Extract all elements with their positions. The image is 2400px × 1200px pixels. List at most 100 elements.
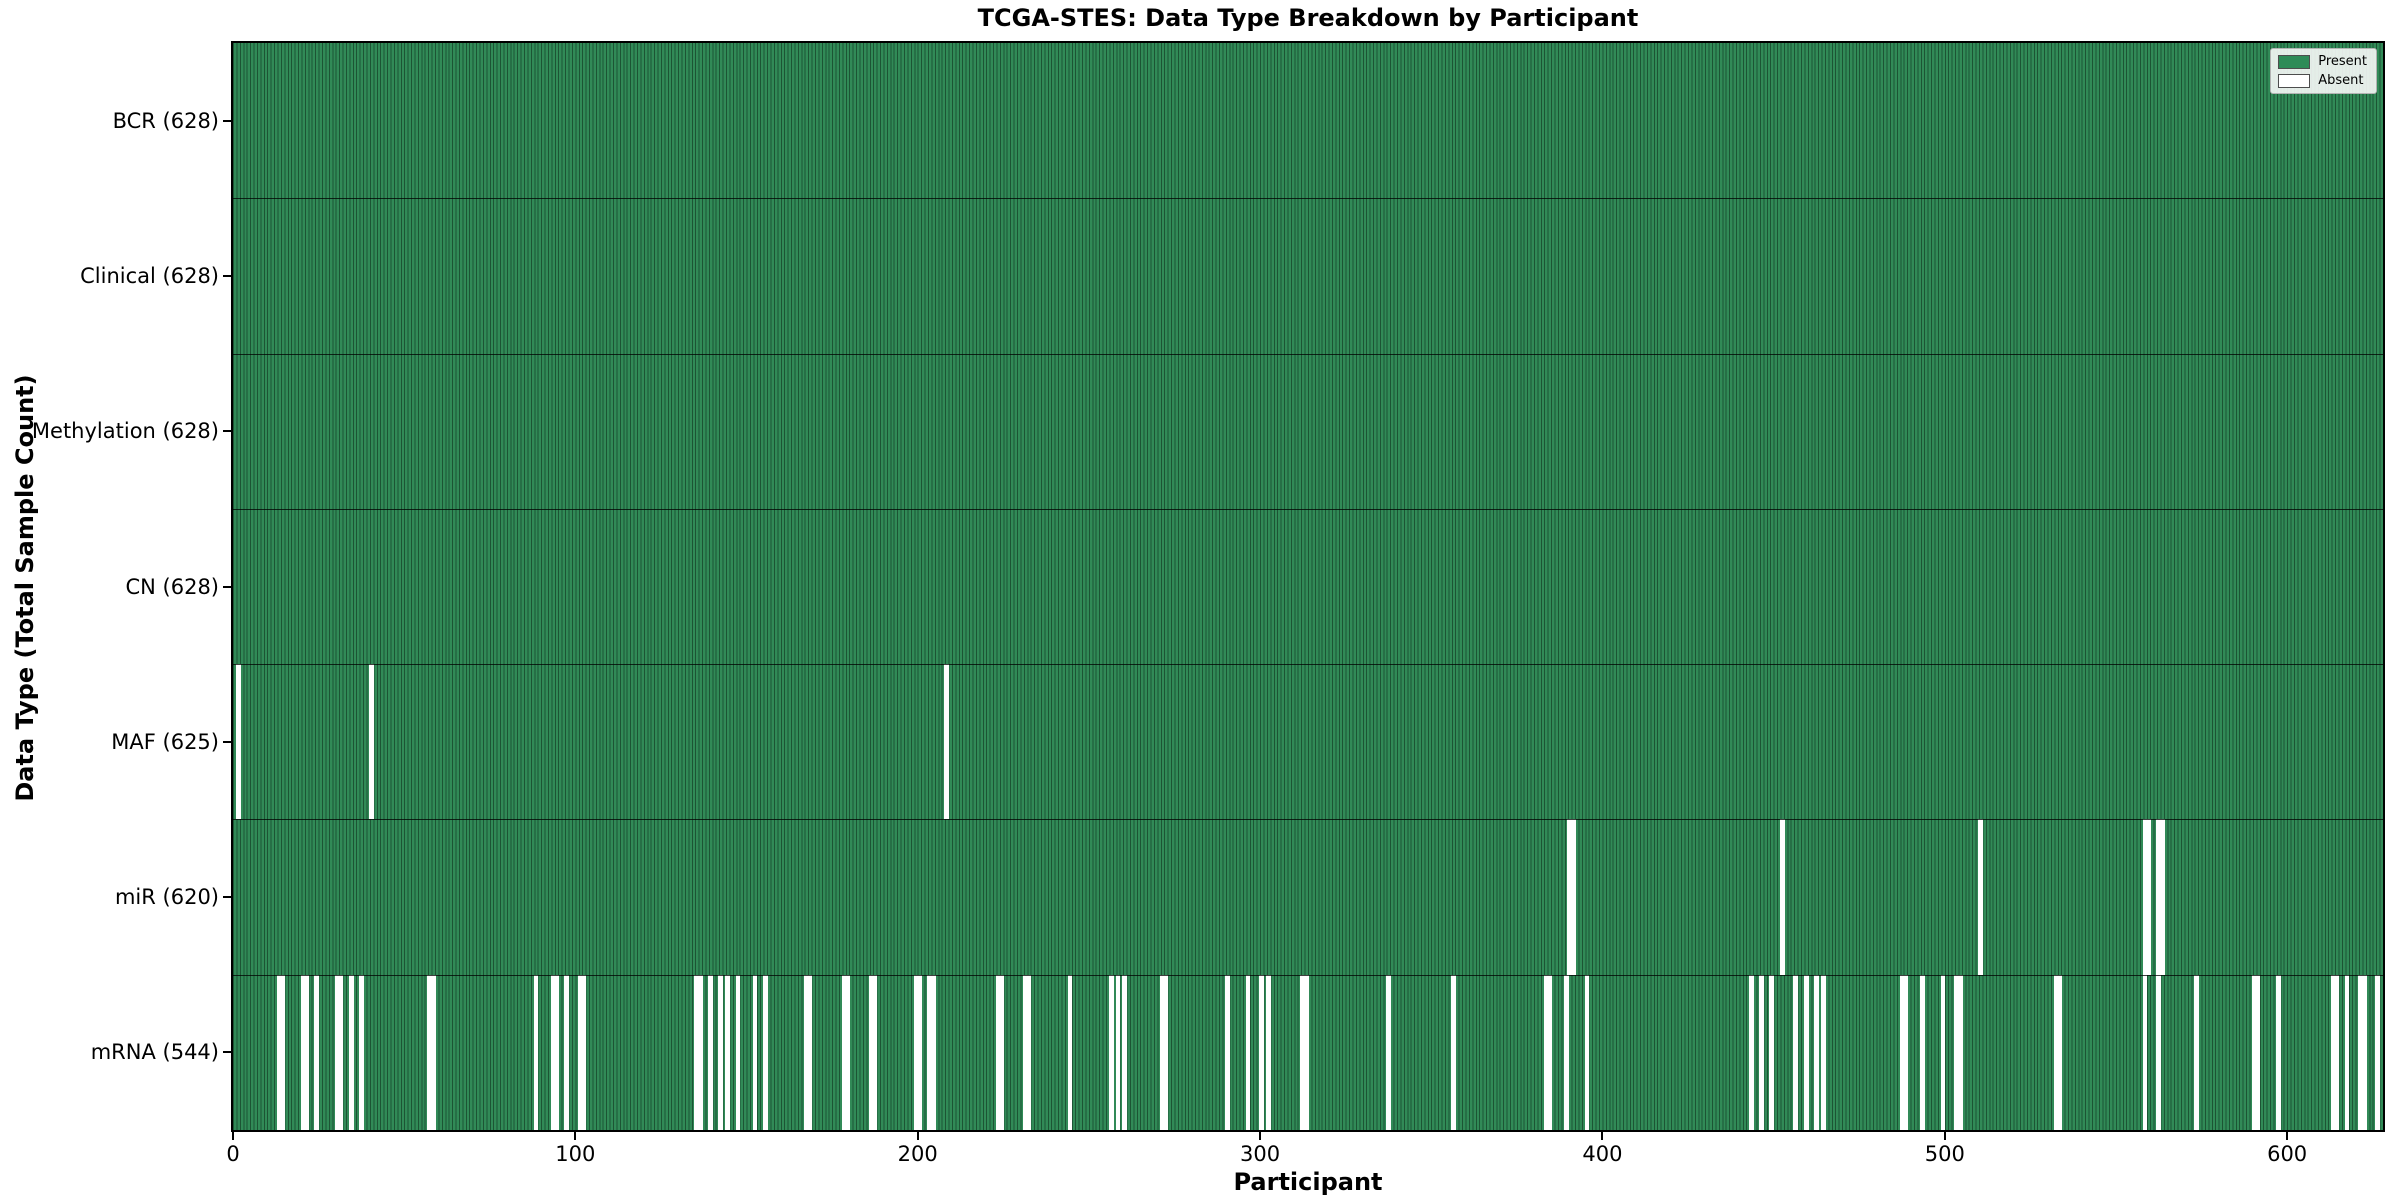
absent-bar (369, 664, 375, 820)
y-tick-label-maf: MAF (625) (111, 729, 219, 754)
row-band-maf (233, 664, 2383, 820)
absent-bar (1163, 974, 1169, 1130)
absent-bar (2358, 974, 2364, 1130)
absent-bar (930, 974, 936, 1130)
absent-bar (845, 974, 850, 1130)
absent-bar (335, 974, 340, 1130)
absent-bar (1386, 974, 1391, 1130)
y-tick-label-methylation: Methylation (628) (31, 419, 219, 444)
absent-bar (752, 974, 758, 1130)
absent-bar (841, 974, 847, 1130)
absent-bar (1957, 974, 1963, 1130)
absent-bar (1567, 819, 1573, 975)
y-tick-label-bcr: BCR (628) (112, 108, 219, 133)
absent-bar (913, 974, 919, 1130)
absent-bar (1564, 974, 1569, 1130)
legend-item-absent: Absent (2278, 73, 2367, 88)
x-tick-mark (1259, 1132, 1262, 1140)
absent-bar (2057, 974, 2062, 1130)
row-band-clinical (233, 198, 2383, 354)
absent-bar (280, 974, 286, 1130)
y-tick-label-cn: CN (628) (125, 574, 219, 599)
chart-title: TCGA-STES: Data Type Breakdown by Partic… (977, 4, 1639, 32)
absent-bar (2156, 819, 2162, 975)
row-separator (233, 198, 2383, 200)
row-separator (233, 974, 2383, 976)
absent-bar (694, 974, 700, 1130)
absent-bar (927, 974, 933, 1130)
absent-bar (995, 974, 1001, 1130)
y-tick-mark (223, 1051, 231, 1054)
row-separator (233, 664, 2383, 666)
absent-bar (578, 974, 583, 1130)
absent-bar (1903, 974, 1908, 1130)
absent-bar (2159, 819, 2165, 975)
legend-label-present: Present (2318, 54, 2367, 69)
absent-bar (550, 974, 556, 1130)
absent-bar (735, 974, 741, 1130)
x-tick-label-200: 200 (897, 1142, 938, 1166)
y-tick-label-clinical: Clinical (628) (80, 263, 219, 288)
absent-bar (1160, 974, 1165, 1130)
absent-bar (430, 974, 436, 1130)
y-tick-mark (223, 740, 231, 743)
absent-bar (718, 974, 724, 1130)
absent-bar (2142, 974, 2148, 1130)
absent-bar (2142, 819, 2148, 975)
absent-bar (581, 974, 587, 1130)
absent-bar (300, 974, 306, 1130)
row-band-mrna (233, 974, 2383, 1130)
absent-bar (2252, 974, 2258, 1130)
plot-area: Present Absent (231, 41, 2385, 1132)
absent-bar (314, 974, 320, 1130)
legend-label-absent: Absent (2318, 73, 2364, 88)
present-swatch-icon (2278, 54, 2311, 69)
row-separator (233, 819, 2383, 821)
absent-bar (1122, 974, 1128, 1130)
absent-bar (1920, 974, 1925, 1130)
absent-bar (276, 974, 282, 1130)
absent-bar (1899, 974, 1905, 1130)
row-band-cn (233, 508, 2383, 665)
x-tick-mark (1601, 1132, 1604, 1140)
absent-bar (1803, 974, 1809, 1130)
absent-bar (2156, 974, 2162, 1130)
x-tick-label-400: 400 (1582, 1142, 1623, 1166)
x-tick-mark (2286, 1132, 2289, 1140)
x-tick-label-500: 500 (1924, 1142, 1965, 1166)
x-tick-mark (916, 1132, 919, 1140)
absent-bar (427, 974, 433, 1130)
y-tick-label-mir: miR (620) (114, 885, 219, 910)
absent-bar (358, 974, 364, 1130)
absent-bar (1115, 974, 1121, 1130)
absent-bar (2194, 974, 2199, 1130)
absent-bar (304, 974, 309, 1130)
absent-bar (1451, 974, 1456, 1130)
y-tick-mark (223, 430, 231, 433)
y-tick-mark (223, 119, 231, 122)
absent-bar (804, 974, 809, 1130)
absent-bar (1023, 974, 1028, 1130)
absent-bar (1954, 974, 1960, 1130)
absent-bar (999, 974, 1004, 1130)
row-separator (233, 508, 2383, 510)
absent-bar (1813, 974, 1819, 1130)
absent-bar (917, 974, 922, 1130)
legend: Present Absent (2270, 48, 2377, 94)
x-tick-mark (1943, 1132, 1946, 1140)
absent-bar (872, 974, 878, 1130)
absent-bar (2053, 974, 2059, 1130)
absent-bar (708, 974, 713, 1130)
absent-bar (533, 974, 539, 1130)
absent-bar (697, 974, 703, 1130)
absent-bar (2344, 974, 2350, 1130)
absent-bar (1978, 819, 1984, 975)
absent-bar (1546, 974, 1552, 1130)
absent-bar (1584, 974, 1590, 1130)
absent-bar (554, 974, 559, 1130)
absent-bar (338, 974, 344, 1130)
absent-bar (348, 974, 354, 1130)
absent-bar (2361, 974, 2367, 1130)
absent-bar (2375, 974, 2381, 1130)
